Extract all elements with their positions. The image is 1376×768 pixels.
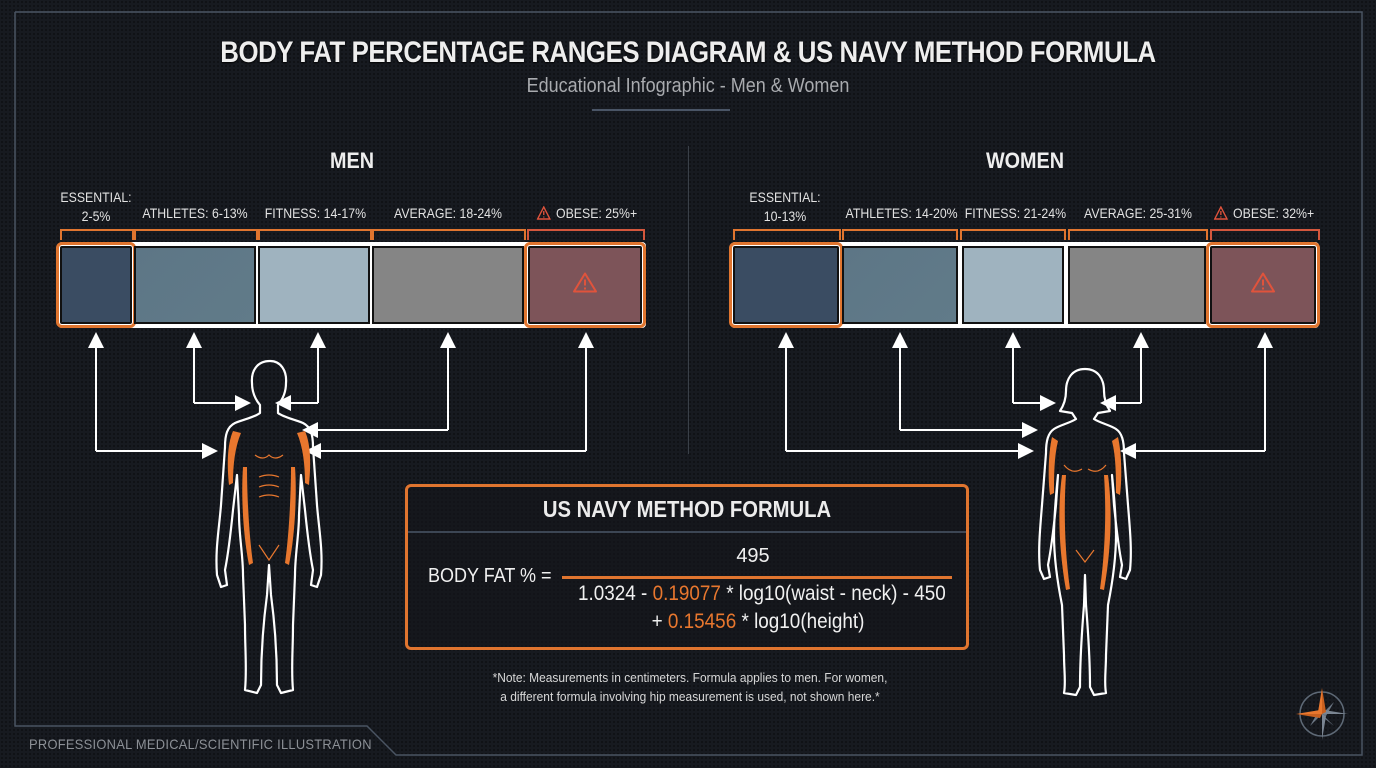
men-title: MEN [329,148,374,173]
formula-title-divider [408,531,966,533]
women-bracket-average [1068,229,1208,240]
den1-part-a: 1.0324 - [578,582,653,605]
warning-triangle-icon [1250,272,1276,299]
women-essential-value: 10-13% [763,208,807,224]
men-range-label-essential: ESSENTIAL: 2-5% [52,188,140,226]
men-range-label-obese: OBESE: 25%+ [536,204,638,223]
women-bracket-athletes [842,229,958,240]
men-segment-average [372,246,524,324]
formula-title: US NAVY METHOD FORMULA [542,496,832,522]
men-bracket-fitness [258,229,372,240]
men-bracket-athletes [134,229,258,240]
women-bracket-essential [733,229,841,240]
men-essential-label: ESSENTIAL: [60,189,132,205]
women-range-label-obese: OBESE: 32%+ [1213,204,1315,223]
women-segment-essential [729,242,843,328]
formula-denominator-line2: + 0.15456 * log10(height) [578,610,938,634]
formula-note: *Note: Measurements in centimeters. Form… [460,668,920,706]
den2-part-a: + [651,610,668,633]
den2-part-b: * log10(height) [736,610,865,633]
warning-triangle-icon [572,272,598,299]
women-segment-obese [1206,242,1320,328]
note-line1: *Note: Measurements in centimeters. Form… [492,670,888,685]
page-title: BODY FAT PERCENTAGE RANGES DIAGRAM & US … [220,36,1156,69]
women-segment-average [1068,246,1206,324]
men-segment-obese [524,242,646,328]
men-essential-value: 2-5% [81,208,111,224]
female-body-figure-icon [1038,367,1132,697]
men-segment-fitness [258,246,370,324]
women-range-label-essential: ESSENTIAL: 10-13% [741,188,829,226]
women-bracket-obese [1210,229,1320,240]
note-line2: a different formula involving hip measur… [500,689,880,704]
women-range-label-average: AVERAGE: 25-31% [1084,205,1192,221]
page-subtitle: Educational Infographic - Men & Women [526,75,850,97]
den1-part-b: * log10(waist - neck) - 450 [720,582,946,605]
women-range-bar [729,242,1320,328]
men-obese-text: OBESE: 25%+ [555,205,638,221]
men-segment-essential [56,242,136,328]
compass-rose-icon [1296,688,1348,740]
women-connector-arrows [778,332,1273,459]
men-segment-athletes [134,246,256,324]
men-range-bar [56,242,646,328]
footer-caption: PROFESSIONAL MEDICAL/SCIENTIFIC ILLUSTRA… [29,736,372,752]
women-title: WOMEN [985,148,1065,173]
formula-numerator: 495 [736,545,770,567]
men-range-label-average: AVERAGE: 18-24% [394,205,502,221]
men-bracket-average [372,229,526,240]
women-segment-athletes [842,246,958,324]
men-range-label-athletes: ATHLETES: 6-13% [142,205,248,221]
formula-lhs: BODY FAT % = [428,565,552,587]
women-segment-fitness [962,246,1064,324]
coefficient-height: 0.15456 [667,610,737,633]
warning-triangle-icon [536,205,555,221]
women-range-label-athletes: ATHLETES: 14-20% [845,205,958,221]
women-bracket-fitness [960,229,1066,240]
women-essential-label: ESSENTIAL: [749,189,821,205]
coefficient-waist-neck: 0.19077 [652,582,721,605]
women-range-label-fitness: FITNESS: 21-24% [964,205,1067,221]
warning-triangle-icon [1213,205,1232,221]
men-connector-arrows [88,332,594,459]
male-body-figure-icon [215,359,323,695]
subtitle-underline [592,109,730,111]
section-divider [688,146,689,454]
men-range-label-fitness: FITNESS: 14-17% [264,205,367,221]
women-obese-text: OBESE: 32%+ [1233,205,1315,221]
men-bracket-essential [60,229,134,240]
formula-fraction-line [562,576,952,579]
formula-denominator-line1: 1.0324 - 0.19077 * log10(waist - neck) -… [578,582,946,606]
men-bracket-obese [527,229,645,240]
formula-panel: US NAVY METHOD FORMULA BODY FAT % = 495 … [405,484,969,650]
